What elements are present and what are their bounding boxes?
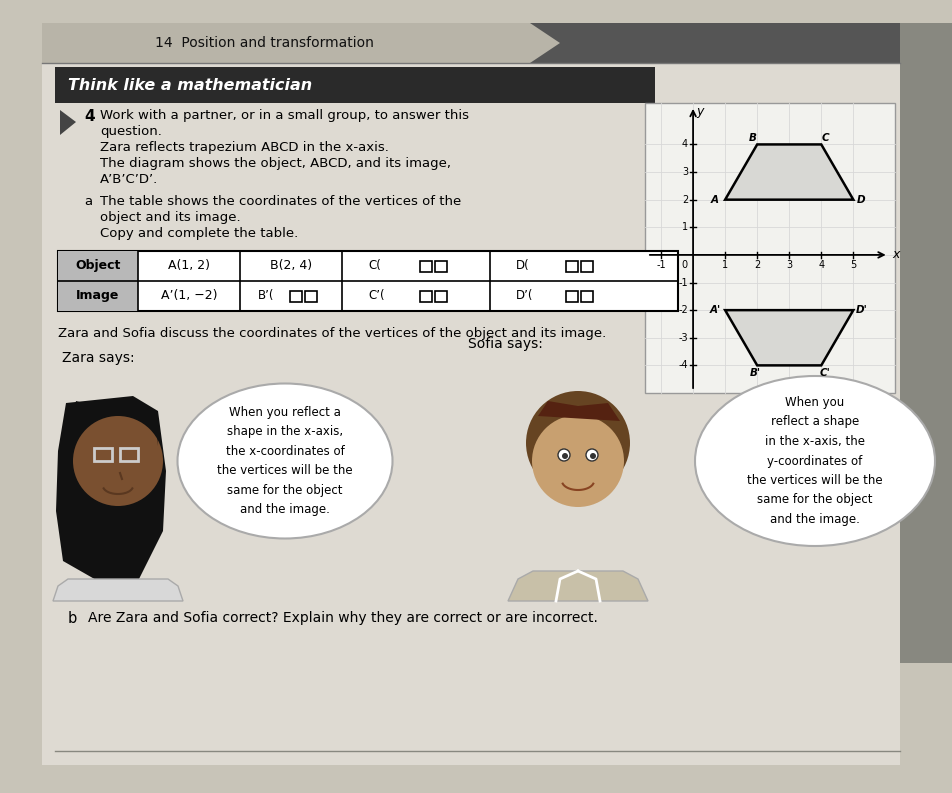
Text: A(1, 2): A(1, 2) — [168, 259, 209, 273]
Text: B': B' — [749, 369, 760, 378]
Text: 4: 4 — [84, 109, 94, 124]
Text: B: B — [748, 133, 756, 144]
Polygon shape — [60, 110, 76, 135]
Text: y: y — [695, 105, 703, 118]
Circle shape — [585, 449, 597, 461]
Text: D’(: D’( — [516, 289, 533, 302]
Text: Copy and complete the table.: Copy and complete the table. — [100, 227, 298, 240]
Bar — [581, 290, 593, 301]
Circle shape — [531, 415, 624, 507]
Text: -1: -1 — [656, 260, 665, 270]
Text: -3: -3 — [678, 333, 687, 343]
Polygon shape — [53, 579, 183, 601]
Text: C: C — [821, 133, 828, 144]
Text: 0: 0 — [681, 260, 686, 270]
Polygon shape — [73, 401, 158, 446]
Bar — [58, 281, 138, 311]
Text: The diagram shows the object, ABCD, and its image,: The diagram shows the object, ABCD, and … — [100, 157, 450, 170]
Text: 3: 3 — [785, 260, 791, 270]
Text: When you
reflect a shape
in the x-axis, the
y-coordinates of
the vertices will b: When you reflect a shape in the x-axis, … — [746, 396, 882, 526]
Bar — [420, 290, 432, 301]
Bar — [58, 251, 677, 311]
Text: A’(1, −2): A’(1, −2) — [161, 289, 217, 302]
Bar — [565, 260, 578, 271]
Bar — [435, 260, 446, 271]
Bar — [305, 290, 316, 301]
Text: When you reflect a
shape in the x-axis,
the x-coordinates of
the vertices will b: When you reflect a shape in the x-axis, … — [217, 406, 352, 516]
Text: Zara says:: Zara says: — [62, 351, 134, 365]
Circle shape — [558, 449, 569, 461]
Text: B’(: B’( — [258, 289, 274, 302]
Text: Zara reflects trapezium ABCD in the x-axis.: Zara reflects trapezium ABCD in the x-ax… — [100, 141, 388, 154]
Bar — [581, 260, 593, 271]
Text: B(2, 4): B(2, 4) — [269, 259, 311, 273]
Text: x: x — [892, 248, 899, 262]
Text: Sofia says:: Sofia says: — [467, 337, 543, 351]
Circle shape — [589, 453, 595, 459]
Text: 3: 3 — [682, 167, 687, 177]
Text: 2: 2 — [681, 194, 687, 205]
Text: a: a — [84, 195, 92, 208]
Bar — [94, 448, 112, 461]
Text: C(: C( — [368, 259, 381, 273]
Text: 5: 5 — [849, 260, 856, 270]
Text: -4: -4 — [678, 360, 687, 370]
Text: 4: 4 — [682, 140, 687, 149]
Text: A: A — [710, 194, 719, 205]
Polygon shape — [724, 310, 852, 366]
Text: The table shows the coordinates of the vertices of the: The table shows the coordinates of the v… — [100, 195, 461, 208]
Polygon shape — [56, 396, 166, 581]
Text: D(: D( — [516, 259, 529, 273]
Circle shape — [73, 416, 163, 506]
Bar — [55, 67, 654, 103]
Text: C': C' — [819, 369, 830, 378]
Text: object and its image.: object and its image. — [100, 211, 240, 224]
Bar — [42, 23, 899, 63]
Text: 1: 1 — [722, 260, 727, 270]
Bar — [420, 260, 432, 271]
Polygon shape — [538, 401, 620, 421]
Text: A’B’C’D’.: A’B’C’D’. — [100, 173, 158, 186]
Circle shape — [526, 391, 629, 495]
Text: -2: -2 — [678, 305, 687, 315]
Bar — [435, 290, 446, 301]
Text: b: b — [68, 611, 77, 626]
Text: 4: 4 — [818, 260, 823, 270]
Text: -1: -1 — [678, 278, 687, 288]
Text: Think like a mathematician: Think like a mathematician — [68, 78, 312, 93]
Ellipse shape — [694, 376, 934, 546]
Circle shape — [562, 453, 567, 459]
Bar — [120, 448, 138, 461]
Text: Are Zara and Sofia correct? Explain why they are correct or are incorrect.: Are Zara and Sofia correct? Explain why … — [88, 611, 597, 625]
Polygon shape — [42, 23, 560, 63]
Text: C’(: C’( — [368, 289, 385, 302]
Text: 1: 1 — [682, 222, 687, 232]
Text: question.: question. — [100, 125, 162, 138]
Polygon shape — [507, 571, 647, 601]
Bar — [645, 103, 894, 393]
Text: 2: 2 — [753, 260, 760, 270]
Polygon shape — [724, 144, 852, 200]
Text: Work with a partner, or in a small group, to answer this: Work with a partner, or in a small group… — [100, 109, 468, 122]
Bar — [289, 290, 302, 301]
Ellipse shape — [177, 384, 392, 538]
Text: Zara and Sofia discuss the coordinates of the vertices of the object and its ima: Zara and Sofia discuss the coordinates o… — [58, 327, 605, 340]
Bar — [565, 290, 578, 301]
Bar — [58, 251, 138, 281]
Text: 14  Position and transformation: 14 Position and transformation — [155, 36, 373, 50]
Text: A': A' — [709, 305, 720, 315]
Text: Object: Object — [75, 259, 121, 273]
Text: D': D' — [855, 305, 866, 315]
Text: D: D — [856, 194, 864, 205]
Text: Image: Image — [76, 289, 120, 302]
Bar — [899, 23, 952, 663]
